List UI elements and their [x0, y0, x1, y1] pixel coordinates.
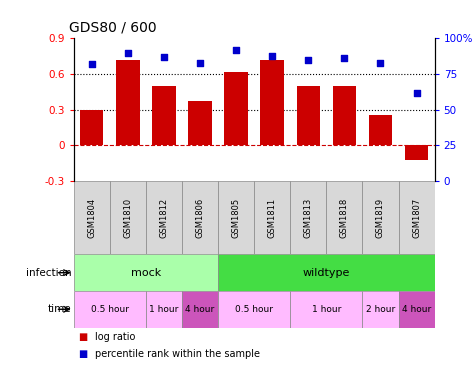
Bar — [290, 291, 362, 328]
Text: percentile rank within the sample: percentile rank within the sample — [95, 350, 260, 359]
Point — [341, 56, 348, 61]
Point — [160, 54, 168, 60]
Text: 0.5 hour: 0.5 hour — [91, 305, 129, 314]
Bar — [218, 291, 290, 328]
Text: GSM1810: GSM1810 — [124, 198, 132, 238]
Text: ■: ■ — [78, 332, 87, 342]
Text: GSM1805: GSM1805 — [232, 198, 240, 238]
Bar — [218, 181, 254, 254]
Bar — [332, 86, 356, 145]
Bar — [405, 145, 428, 160]
Bar — [362, 291, 399, 328]
Bar — [188, 101, 212, 145]
Text: GSM1807: GSM1807 — [412, 198, 421, 238]
Text: mock: mock — [131, 268, 161, 278]
Text: 4 hour: 4 hour — [402, 305, 431, 314]
Text: GSM1819: GSM1819 — [376, 198, 385, 238]
Bar — [260, 60, 284, 145]
Point — [124, 50, 132, 56]
Bar — [326, 181, 362, 254]
Text: 2 hour: 2 hour — [366, 305, 395, 314]
Bar — [296, 86, 320, 145]
Text: 1 hour: 1 hour — [312, 305, 341, 314]
Point — [232, 47, 240, 53]
Bar — [116, 60, 140, 145]
Bar — [254, 181, 290, 254]
Text: wildtype: wildtype — [303, 268, 350, 278]
Point — [88, 61, 95, 67]
Text: ■: ■ — [78, 350, 87, 359]
Text: GDS80 / 600: GDS80 / 600 — [69, 21, 156, 35]
Bar — [399, 181, 435, 254]
Bar — [369, 115, 392, 145]
Text: GSM1813: GSM1813 — [304, 198, 313, 238]
Text: GSM1806: GSM1806 — [196, 198, 204, 238]
Bar — [110, 181, 146, 254]
Point — [268, 53, 276, 59]
Text: GSM1811: GSM1811 — [268, 198, 276, 238]
Bar — [182, 291, 218, 328]
Bar — [399, 291, 435, 328]
Point — [196, 60, 204, 66]
Text: time: time — [48, 304, 71, 314]
Text: log ratio: log ratio — [95, 332, 135, 342]
Bar — [146, 181, 182, 254]
Bar — [290, 181, 326, 254]
Bar — [362, 181, 399, 254]
Point — [413, 90, 420, 96]
Point — [377, 60, 384, 66]
Bar — [74, 181, 110, 254]
Bar — [74, 254, 218, 291]
Bar — [224, 72, 248, 145]
Bar — [146, 291, 182, 328]
Text: 1 hour: 1 hour — [149, 305, 179, 314]
Bar — [152, 86, 176, 145]
Text: infection: infection — [26, 268, 71, 278]
Text: GSM1812: GSM1812 — [160, 198, 168, 238]
Text: 0.5 hour: 0.5 hour — [235, 305, 273, 314]
Text: 4 hour: 4 hour — [185, 305, 215, 314]
Text: GSM1804: GSM1804 — [87, 198, 96, 238]
Bar — [80, 110, 104, 145]
Point — [304, 57, 312, 63]
Text: GSM1818: GSM1818 — [340, 198, 349, 238]
Bar — [182, 181, 218, 254]
Bar — [74, 291, 146, 328]
Bar — [218, 254, 435, 291]
